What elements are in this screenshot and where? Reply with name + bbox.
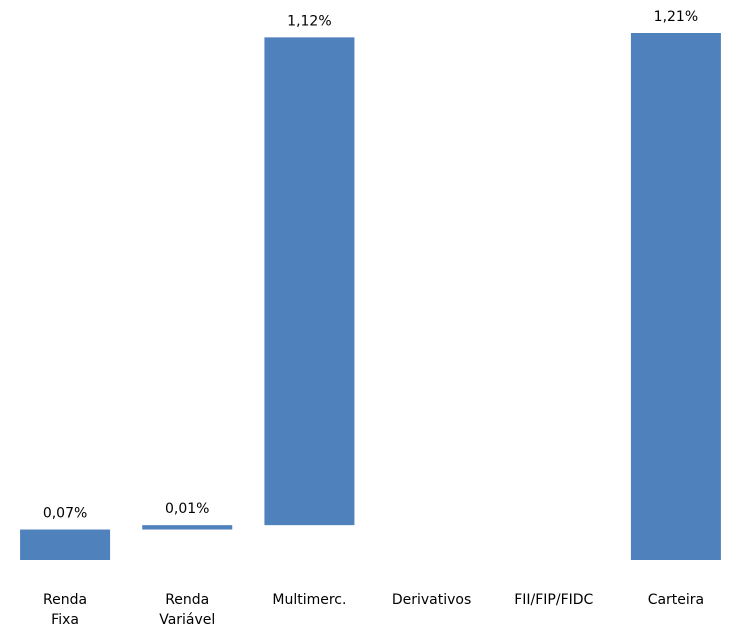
x-tick-label: FII/FIP/FIDC xyxy=(514,592,594,608)
data-label: 0,01% xyxy=(165,501,209,517)
x-tick-label: Multimerc. xyxy=(272,592,347,608)
data-label: 1,12% xyxy=(287,13,331,29)
bar xyxy=(630,33,721,560)
x-tick-label: Renda Variável xyxy=(159,592,216,627)
x-tick-label: Carteira xyxy=(647,592,705,608)
bar xyxy=(264,37,355,526)
x-tick-label: Renda Fixa xyxy=(43,592,88,627)
bar xyxy=(20,529,111,560)
data-label: 0,07% xyxy=(43,506,87,522)
data-label: 1,21% xyxy=(654,9,698,25)
bar xyxy=(142,525,233,530)
x-tick-label: Derivativos xyxy=(391,592,472,608)
